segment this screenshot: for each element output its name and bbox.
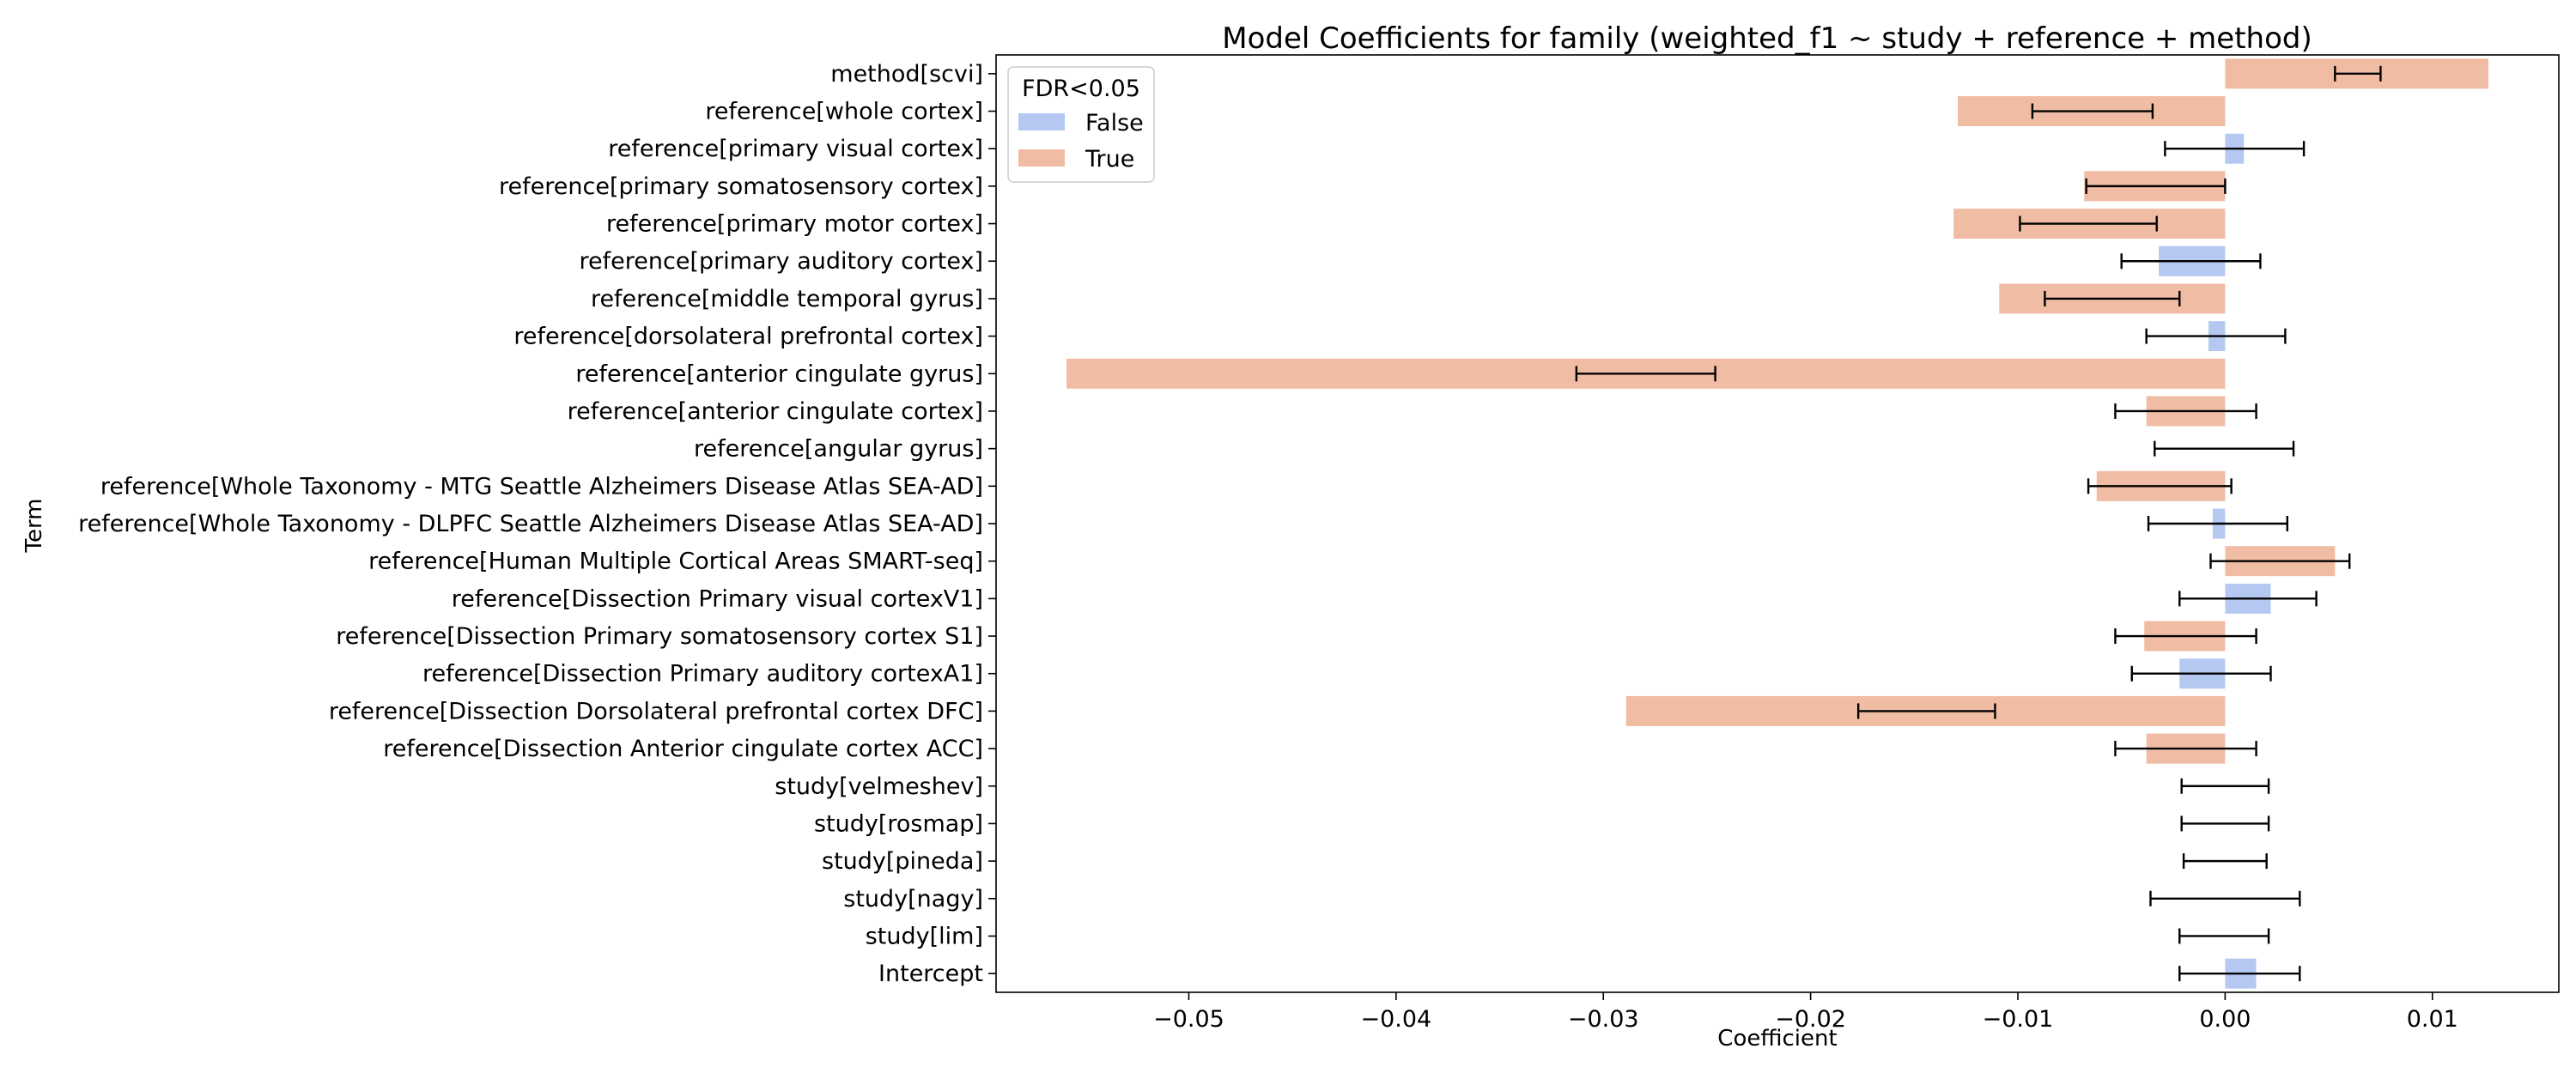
errorbar-reference-middle-temporal-gyrus [2044,290,2181,306]
x-tick-label: −0.01 [1983,1006,2054,1033]
legend-swatch-false [1018,113,1065,130]
errorbar-study-pineda [2182,853,2268,870]
errorbar-reference-human-multiple-cortical-areas-smart-seq [2209,553,2351,569]
errorbar-study-lim [2178,928,2270,944]
errorbar-reference-primary-auditory-cortex [2120,253,2262,270]
errorbar-reference-dissection-primary-visual-cortexv1 [2178,591,2318,607]
y-tick-label-reference-whole-taxonomy-dlpfc-seattle-alzheimers-disease-atlas-sea-ad: reference[Whole Taxonomy - DLPFC Seattle… [78,511,983,537]
y-tick-label-reference-middle-temporal-gyrus: reference[middle temporal gyrus] [591,286,983,312]
legend-title: FDR<0.05 [1022,76,1140,102]
errorbar-reference-primary-motor-cortex [2019,215,2158,232]
y-tick-label-reference-dorsolateral-prefrontal-cortex: reference[dorsolateral prefrontal cortex… [513,324,983,350]
x-tick-label: 0.00 [2199,1006,2251,1033]
errorbar-reference-dorsolateral-prefrontal-cortex [2145,328,2287,344]
errorbar-reference-dissection-primary-auditory-cortexa1 [2130,665,2272,682]
errorbar-reference-whole-taxonomy-mtg-seattle-alzheimers-disease-atlas-sea-ad [2087,478,2233,494]
y-tick-layer: method[scvi] reference[whole cortex] refer… [78,61,996,987]
y-tick-label-intercept: Intercept [878,961,983,987]
x-tick-label: −0.03 [1568,1006,1639,1033]
errorbar-reference-anterior-cingulate-gyrus [1575,366,1716,382]
legend-swatch-true [1018,149,1065,167]
y-axis-label: Term [21,498,47,553]
y-tick-label-reference-whole-cortex: reference[whole cortex] [705,99,983,125]
y-tick-label-reference-dissection-primary-auditory-cortexa1: reference[Dissection Primary auditory co… [422,661,983,688]
errorbar-study-nagy [2149,890,2301,906]
plot-frame [995,54,2560,993]
x-tick-layer: −0.05 −0.04 −0.03 −0.02 −0.01 0.00 0.01 [1153,992,2458,1033]
x-axis-label: Coefficient [1717,1026,1837,1052]
y-tick-label-study-rosmap: study[rosmap] [814,810,983,837]
y-tick-label-reference-anterior-cingulate-cortex: reference[anterior cingulate cortex] [568,398,983,425]
errorbar-study-rosmap [2180,815,2270,832]
errorbar-reference-primary-somatosensory-cortex [2085,178,2227,194]
errorbar-study-velmeshev [2180,778,2270,794]
y-tick-label-reference-angular-gyrus: reference[angular gyrus] [694,436,983,463]
y-tick-label-method-scvi: method[scvi] [830,61,983,88]
y-tick-label-reference-dissection-primary-visual-cortexv1: reference[Dissection Primary visual cort… [452,585,983,612]
y-tick-label-study-velmeshev: study[velmeshev] [775,773,983,800]
errorbar-reference-whole-taxonomy-dlpfc-seattle-alzheimers-disease-atlas-sea-ad [2147,516,2288,531]
x-tick-label: −0.05 [1153,1006,1224,1033]
y-tick-label-reference-primary-motor-cortex: reference[primary motor cortex] [606,211,983,238]
errorbar-reference-whole-cortex [2031,103,2154,119]
errorbar-method-scvi [2334,65,2382,82]
errorbar-reference-dissection-primary-somatosensory-cortex-s1 [2114,628,2257,645]
x-tick-label: −0.02 [1775,1006,1846,1033]
y-tick-label-study-nagy: study[nagy] [843,886,983,912]
errorbar-reference-dissection-dorsolateral-prefrontal-cortex-dfc [1856,703,1996,719]
y-tick-label-reference-dissection-dorsolateral-prefrontal-cortex-dfc: reference[Dissection Dorsolateral prefro… [329,698,983,724]
y-tick-label-reference-dissection-anterior-cingulate-cortex-acc: reference[Dissection Anterior cingulate … [383,736,983,762]
x-tick-label: −0.04 [1360,1006,1431,1033]
y-tick-label-reference-primary-visual-cortex: reference[primary visual cortex] [608,136,983,162]
y-tick-label-study-pineda: study[pineda] [822,848,983,875]
legend-entry-true: True [1084,146,1134,173]
y-tick-label-reference-anterior-cingulate-gyrus: reference[anterior cingulate gyrus] [575,361,983,387]
errorbar-reference-anterior-cingulate-cortex [2114,403,2257,419]
legend-entry-false: False [1085,110,1144,136]
y-tick-label-reference-primary-somatosensory-cortex: reference[primary somatosensory cortex] [499,173,983,200]
y-tick-label-study-lim: study[lim] [866,923,983,949]
chart-title: Model Coefficients for family (weighted_… [1222,21,2312,56]
errorbar-intercept [2178,966,2301,982]
errorbar-reference-dissection-anterior-cingulate-cortex-acc [2114,741,2257,757]
legend: FDR<0.05 False True [1007,66,1155,183]
errorbar-layer [1575,65,2382,982]
errorbar-reference-angular-gyrus [2154,440,2295,457]
y-tick-label-reference-dissection-primary-somatosensory-cortex-s1: reference[Dissection Primary somatosenso… [336,623,983,650]
x-tick-label: 0.01 [2407,1006,2458,1033]
y-tick-label-reference-whole-taxonomy-mtg-seattle-alzheimers-disease-atlas-sea-ad: reference[Whole Taxonomy - MTG Seattle A… [100,473,983,500]
y-tick-label-reference-primary-auditory-cortex: reference[primary auditory cortex] [580,248,983,275]
y-tick-label-reference-human-multiple-cortical-areas-smart-seq: reference[Human Multiple Cortical Areas … [368,549,983,575]
errorbar-reference-primary-visual-cortex [2164,141,2306,157]
